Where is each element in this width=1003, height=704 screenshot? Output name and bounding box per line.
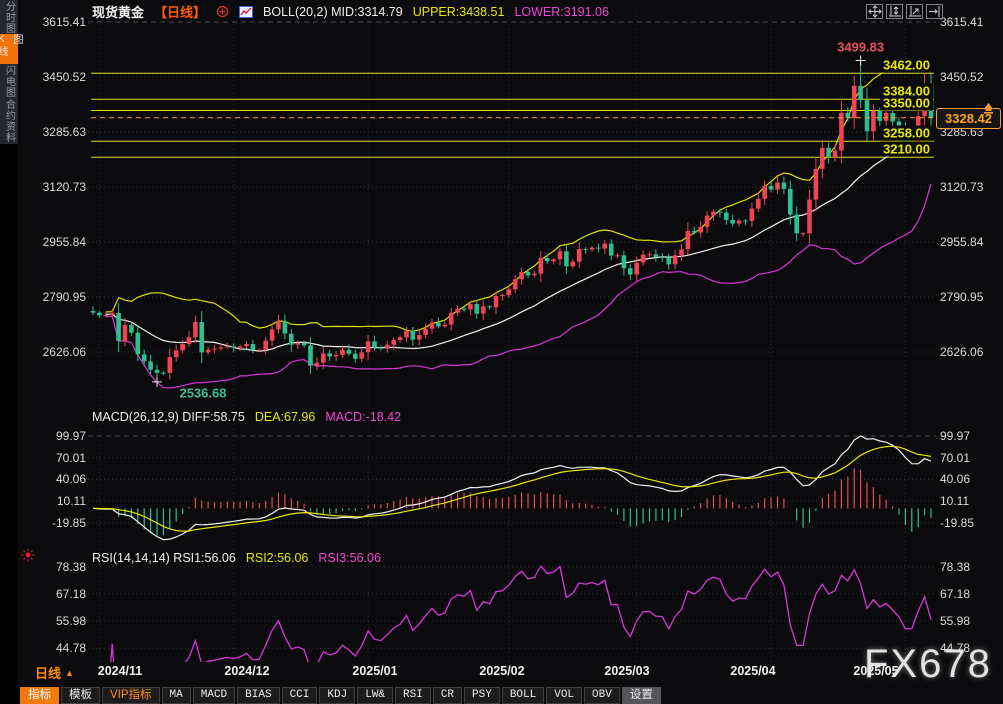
sidebar-tab-timeshare[interactable]: 分时图 (0, 0, 18, 34)
macd-value: MACD:-18.42 (325, 410, 402, 424)
sidebar: 分时图 K线图 闪电图 合约资料 (0, 0, 22, 704)
toolbar-button-indicators[interactable]: 指标 (20, 687, 59, 704)
sidebar-tab-flash[interactable]: 闪电图 (0, 64, 18, 98)
macd-value: MACD(26,12,9) DIFF:58.75 (92, 410, 245, 424)
macd-value: DEA:67.96 (254, 410, 316, 424)
toolbar-button-kdj[interactable]: KDJ (319, 687, 356, 704)
period-selector-label: 日线 (35, 666, 62, 681)
indicator-chart-icon (239, 5, 254, 18)
toolbar-button-templates[interactable]: 模板 (61, 687, 100, 704)
live-indicator-icon (21, 548, 35, 567)
toolbar-button-settings[interactable]: 设置 (621, 687, 661, 704)
fit-vertical-axis-icon[interactable] (886, 4, 903, 19)
add-icon[interactable] (216, 5, 229, 18)
boll-value: UPPER:3438.51 (412, 4, 505, 19)
rsi-value: RSI(14,14,14) RSI1:56.06 (92, 551, 236, 565)
boll-value: LOWER:3191.06 (514, 4, 609, 19)
toolbar-button-cr[interactable]: CR (432, 687, 463, 704)
toolbar-button-ma[interactable]: MA (161, 687, 191, 704)
toolbar-button-bias[interactable]: BIAS (237, 687, 280, 704)
toolbar-button-vip-indicators[interactable]: VIP指标 (102, 687, 160, 704)
symbol-title: 现货黄金 (92, 5, 145, 20)
boll-value: BOLL(20,2) MID:3314.79 (263, 4, 403, 19)
chevron-up-icon: ▲ (65, 667, 74, 678)
sidebar-tab-contract-info[interactable]: 合约资料 (0, 98, 18, 144)
toolbar-button-cci[interactable]: CCI (281, 687, 318, 704)
rsi-value: RSI2:56.06 (245, 551, 309, 565)
macd-info-row: MACD(26,12,9) DIFF:58.75 DEA:67.96 MACD:-1… (92, 410, 401, 424)
toolbar-button-rsi[interactable]: RSI (395, 687, 431, 704)
boll-values: BOLL(20,2) MID:3314.79 UPPER:3438.51 LOWER… (263, 5, 609, 19)
toolbar-button-macd[interactable]: MACD (192, 687, 236, 704)
bottom-toolbar: 指标 模板 VIP指标 MA MACD BIAS CCI KDJ LW& RSI CR PSY BOLL… (20, 687, 661, 704)
rsi-value: RSI3:56.06 (318, 551, 381, 565)
sidebar-tab-kline[interactable]: K线图 (0, 34, 22, 64)
go-to-latest-icon[interactable] (926, 4, 943, 19)
scroll-up-icon[interactable] (981, 101, 996, 119)
toolbar-button-boll[interactable]: BOLL (501, 687, 545, 704)
chart-tool-icons (866, 4, 943, 19)
pan-icon[interactable] (866, 4, 883, 19)
toolbar-button-psy[interactable]: PSY (464, 687, 500, 704)
toolbar-button-vol[interactable]: VOL (546, 687, 583, 704)
toolbar-button-lw[interactable]: LW& (357, 687, 393, 704)
indicator-header-row: 现货黄金 【日线】 BOLL(20,2) MID:3314.79 UPPER:34… (92, 2, 609, 21)
rsi-info-row: RSI(14,14,14) RSI1:56.06 RSI2:56.06 RSI3:5… (92, 551, 381, 565)
period-selector[interactable]: 日线 ▲ (35, 663, 74, 682)
fit-chart-icon[interactable] (906, 4, 923, 19)
toolbar-button-obv[interactable]: OBV (584, 687, 620, 704)
period-tag: 【日线】 (154, 5, 207, 20)
